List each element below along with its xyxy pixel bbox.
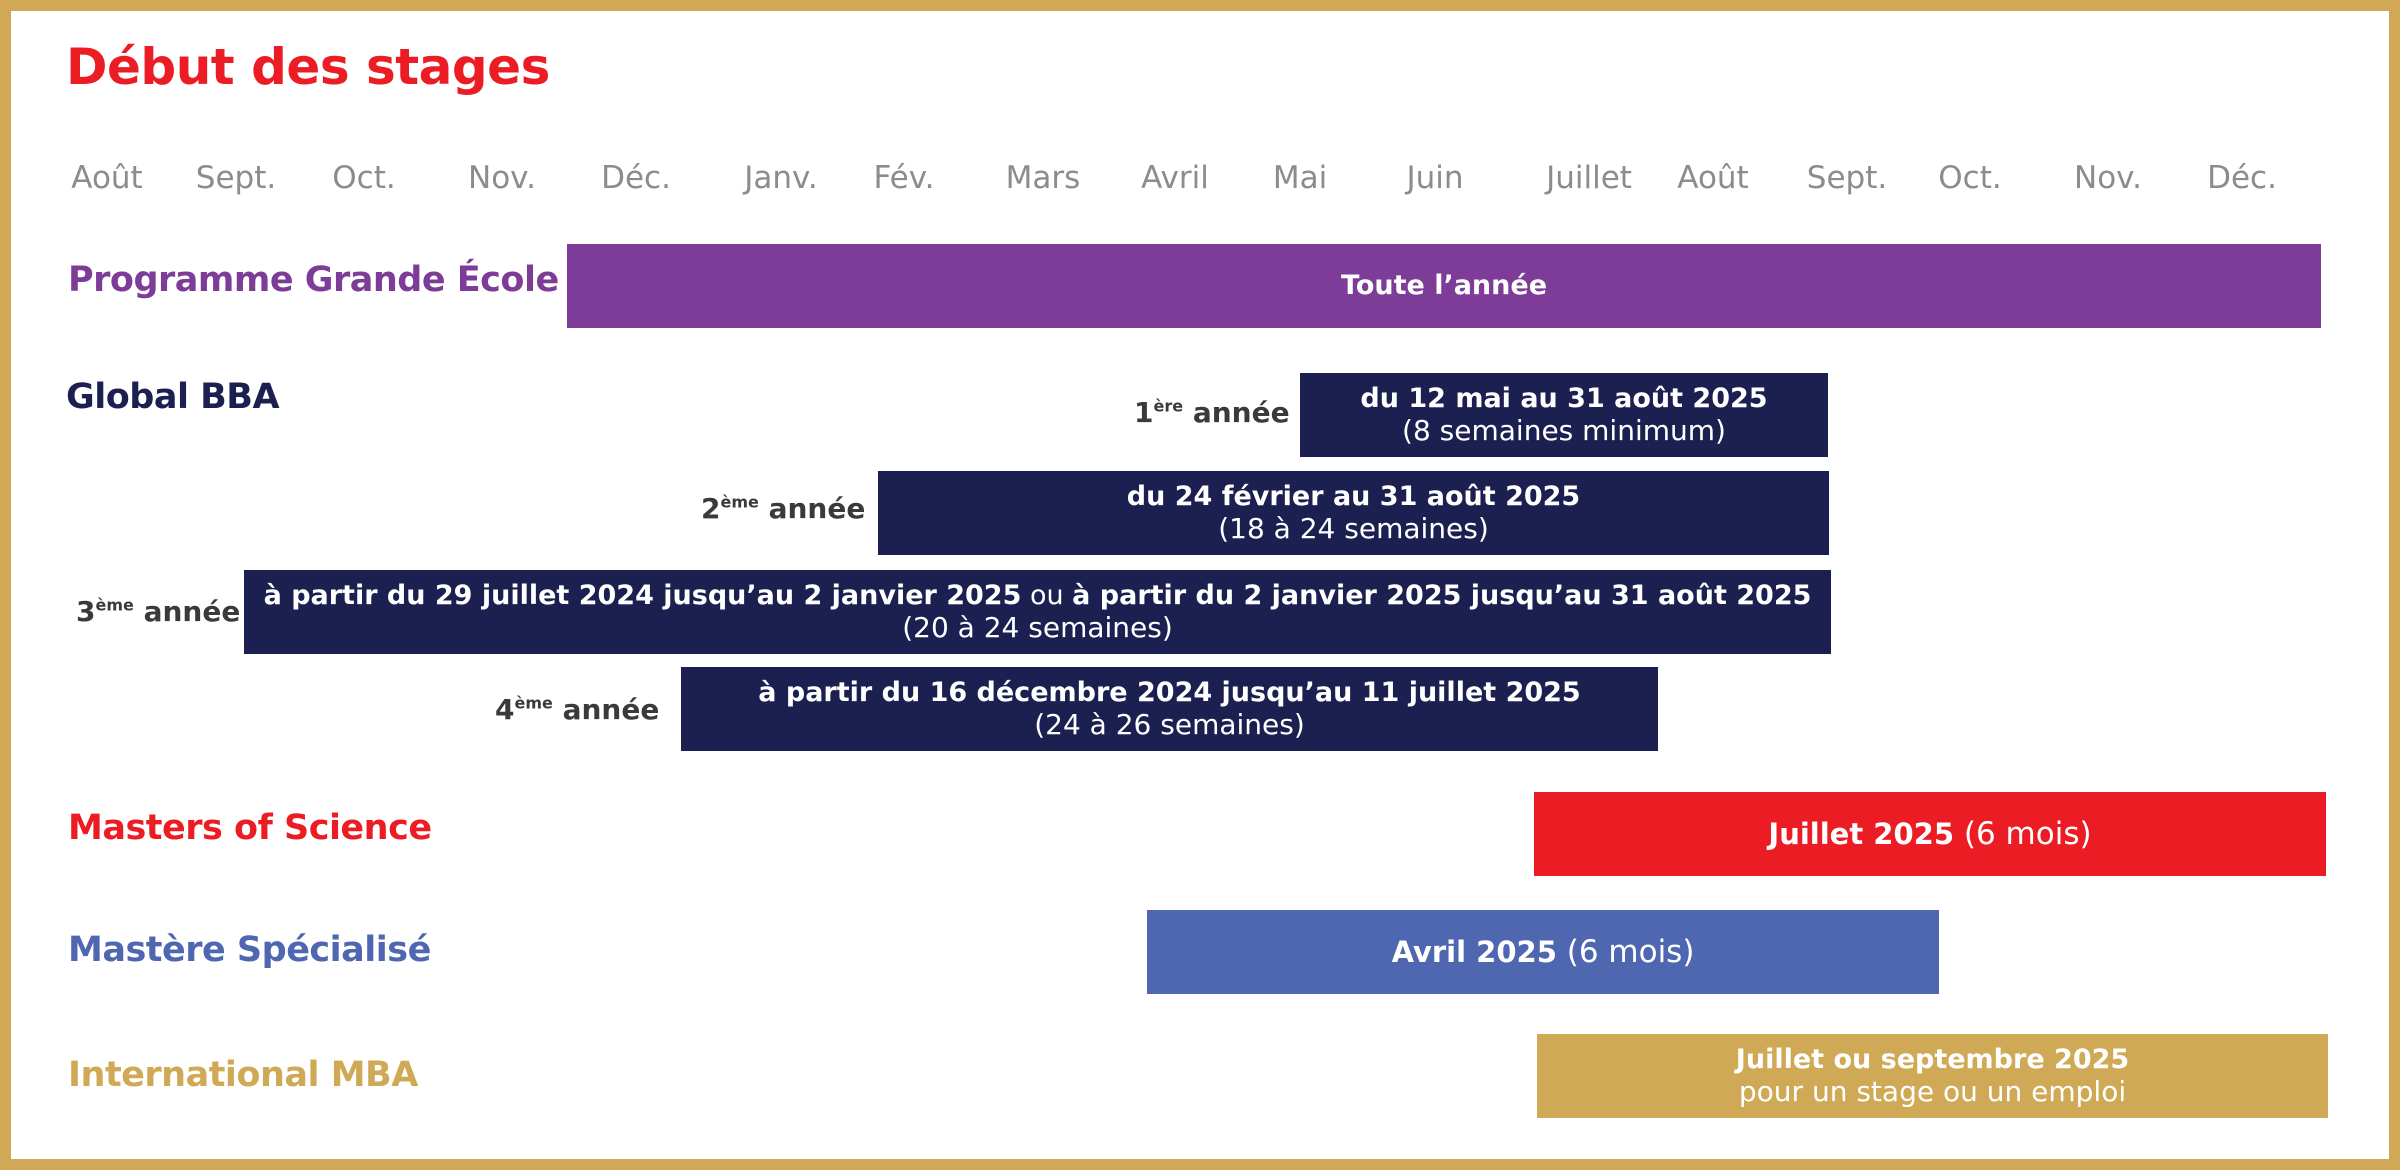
month-label: Mars: [1005, 160, 1081, 196]
msc-label: Masters of Science: [68, 808, 432, 848]
mba-bar-note: pour un stage ou un emploi: [1738, 1075, 2127, 1108]
msc-bar-date: Juillet 2025: [1768, 817, 1955, 851]
bba-year3-label: 3ème année: [76, 595, 241, 628]
month-label: Août: [1677, 160, 1749, 196]
bba-year2-bar: du 24 février au 31 août 2025 (18 à 24 s…: [878, 471, 1829, 555]
mba-label: International MBA: [68, 1055, 418, 1095]
bba-label: Global BBA: [66, 377, 280, 417]
mba-bar: Juillet ou septembre 2025 pour un stage …: [1537, 1034, 2328, 1118]
mba-bar-dates: Juillet ou septembre 2025: [1735, 1044, 2130, 1075]
month-label: Fév.: [873, 160, 935, 196]
bba-year1-label: 1ère année: [1134, 396, 1290, 429]
bba-year4-label: 4ème année: [495, 693, 660, 726]
month-label: Sept.: [195, 160, 277, 196]
bba-year4-bar: à partir du 16 décembre 2024 jusqu’au 11…: [681, 667, 1658, 751]
month-label: Déc.: [601, 160, 671, 196]
bba-year1-bar: du 12 mai au 31 août 2025 (8 semaines mi…: [1300, 373, 1828, 457]
pge-bar: Toute l’année: [567, 244, 2321, 328]
ms-bar: Avril 2025 (6 mois): [1147, 910, 1939, 994]
msc-bar-duration: (6 mois): [1954, 816, 2092, 852]
pge-bar-text: Toute l’année: [1340, 270, 1548, 301]
month-label: Nov.: [468, 160, 536, 196]
month-label: Déc.: [2207, 160, 2277, 196]
bba-year3-bar: à partir du 29 juillet 2024 jusqu’au 2 j…: [244, 570, 1831, 654]
ms-bar-date: Avril 2025: [1391, 935, 1557, 969]
month-label: Oct.: [332, 160, 396, 196]
bba-year1-duration: (8 semaines minimum): [1402, 414, 1726, 447]
bba-year4-dates: à partir du 16 décembre 2024 jusqu’au 11…: [758, 677, 1581, 708]
month-label: Janv.: [744, 160, 818, 196]
bba-year1-dates: du 12 mai au 31 août 2025: [1360, 383, 1768, 414]
bba-year3-duration: (20 à 24 semaines): [902, 611, 1173, 644]
month-label: Août: [71, 160, 143, 196]
month-label: Oct.: [1938, 160, 2002, 196]
month-label: Juin: [1406, 160, 1464, 196]
month-label: Sept.: [1806, 160, 1888, 196]
bba-year3-dates: à partir du 29 juillet 2024 jusqu’au 2 j…: [263, 580, 1812, 611]
month-label: Nov.: [2074, 160, 2142, 196]
bba-year2-label: 2ème année: [701, 492, 866, 525]
bba-year2-dates: du 24 février au 31 août 2025: [1126, 481, 1581, 512]
month-label: Avril: [1141, 160, 1209, 196]
ms-bar-duration: (6 mois): [1556, 934, 1695, 970]
bba-year4-duration: (24 à 26 semaines): [1034, 708, 1305, 741]
month-label: Juillet: [1546, 160, 1632, 196]
month-label: Mai: [1272, 160, 1328, 196]
pge-label: Programme Grande École: [68, 260, 559, 300]
ms-label: Mastère Spécialisé: [68, 930, 431, 970]
msc-bar: Juillet 2025 (6 mois): [1534, 792, 2326, 876]
page-title: Début des stages: [66, 38, 550, 96]
bba-year2-duration: (18 à 24 semaines): [1218, 512, 1489, 545]
